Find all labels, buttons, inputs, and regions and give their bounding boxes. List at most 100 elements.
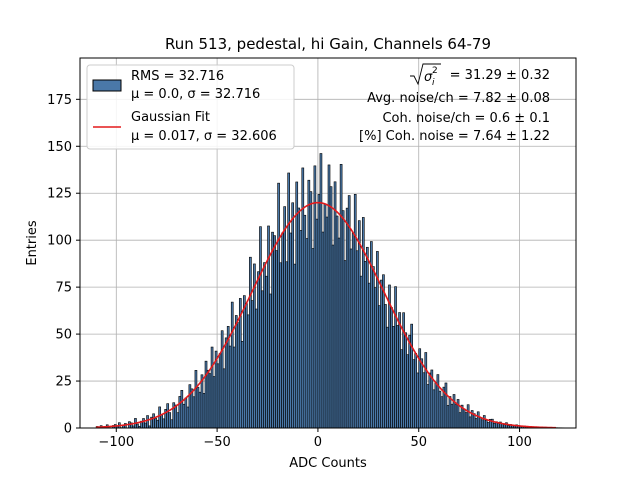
histogram-bar — [351, 232, 355, 429]
histogram-bar — [503, 424, 506, 429]
svg-text:i: i — [432, 78, 435, 88]
histogram-bar — [478, 416, 482, 429]
histogram-bar — [243, 295, 246, 429]
histogram-bar — [420, 358, 424, 429]
histogram-bar — [345, 207, 349, 429]
histogram-bar — [184, 397, 188, 429]
histogram-bar — [337, 237, 341, 429]
histogram-bar — [493, 422, 496, 429]
histogram-bar — [269, 293, 272, 429]
histogram-bar — [178, 396, 182, 429]
histogram-bar — [263, 262, 266, 429]
histogram-bar — [287, 172, 290, 429]
histogram-bar — [222, 368, 226, 429]
histogram-bar — [347, 195, 351, 429]
histogram-bar — [476, 411, 480, 429]
gaussian-fit-line — [96, 201, 556, 429]
histogram-bar — [295, 181, 299, 429]
y-tick-label: 0 — [64, 422, 72, 437]
histogram-bar — [378, 305, 381, 429]
histogram-bar — [412, 359, 415, 429]
y-axis-ticks: 0 25 50 75 100 125 150 175 — [47, 93, 80, 437]
histogram-bar — [366, 246, 369, 429]
x-tick-label: 50 — [410, 435, 427, 450]
annotation-coh-noise: Coh. noise/ch = 0.6 ± 0.1 — [382, 111, 550, 126]
annotation-coh-noise-percent: [%] Coh. noise = 7.64 ± 1.22 — [359, 129, 550, 144]
histogram-bar — [380, 279, 383, 429]
histogram-bar — [305, 238, 309, 429]
histogram-bar — [202, 393, 206, 429]
histogram-bar — [234, 315, 238, 429]
histogram-bar — [162, 418, 165, 429]
histogram-bar — [450, 403, 454, 429]
svg-text:σ: σ — [424, 70, 433, 85]
histogram-bar — [220, 330, 224, 429]
histogram-bar — [414, 353, 418, 429]
histogram-bar — [474, 418, 478, 429]
x-axis-ticks: −100 −50 0 50 100 — [98, 428, 532, 450]
histogram-bar — [359, 275, 363, 429]
legend: RMS = 32.716 μ = 0.0, σ = 32.716 Gaussia… — [86, 64, 295, 150]
histogram-bar — [448, 396, 452, 429]
y-axis-label: Entries — [25, 220, 40, 266]
histogram-bar — [480, 419, 484, 429]
histogram-bar — [144, 422, 147, 429]
histogram-bar — [428, 372, 432, 429]
y-tick-label: 125 — [47, 187, 72, 202]
histogram-bar — [341, 210, 345, 429]
histogram-bar — [408, 334, 411, 429]
histogram-bar — [265, 275, 268, 429]
histogram-bar — [432, 389, 436, 429]
y-tick-label: 175 — [47, 93, 72, 108]
histogram-bar — [438, 390, 442, 429]
histogram-bar — [289, 232, 293, 429]
histogram-bar — [349, 248, 353, 429]
histogram-bar — [186, 406, 190, 429]
histogram-bar — [339, 164, 343, 429]
histogram-bar — [396, 325, 399, 429]
histogram-bar — [158, 406, 161, 429]
histogram-bar — [180, 390, 184, 429]
annotation-avg-noise: Avg. noise/ch = 7.82 ± 0.08 — [367, 91, 550, 106]
histogram-bar — [434, 382, 438, 429]
histogram-bar — [285, 261, 288, 429]
histogram-bar — [241, 340, 244, 429]
histogram-bar — [156, 419, 159, 429]
histogram-bar — [277, 182, 280, 429]
histogram-bar — [355, 250, 359, 429]
histogram-bar — [319, 153, 323, 429]
histogram-bar — [301, 167, 305, 429]
legend-swatch-histogram — [92, 79, 122, 92]
histogram-bar — [370, 241, 373, 429]
histogram-bar — [357, 220, 361, 429]
histogram-bar — [458, 412, 462, 429]
histogram-bar — [464, 412, 468, 429]
histogram-bar — [406, 354, 409, 429]
histogram-bar — [331, 244, 335, 429]
histogram-bar — [386, 326, 389, 429]
histogram-bar — [466, 404, 470, 429]
legend-label-histogram-stats: μ = 0.0, σ = 32.716 — [131, 87, 260, 102]
legend-box — [86, 64, 295, 150]
histogram-bar — [279, 262, 282, 429]
histogram-bar — [329, 186, 333, 429]
x-axis-label: ADC Counts — [289, 456, 367, 471]
x-tick-label: −50 — [203, 435, 230, 450]
histogram-bar — [259, 226, 262, 429]
histogram-bar — [363, 261, 367, 429]
histogram-bar — [416, 372, 420, 429]
histogram-bar — [251, 300, 254, 429]
histogram-bar — [398, 312, 401, 429]
histogram-bar — [152, 413, 155, 429]
histogram-bar — [291, 202, 295, 429]
stats-annotations: σ i 2 = 31.29 ± 0.32 Avg. noise/ch = 7.8… — [359, 63, 550, 144]
histogram-bar — [353, 194, 357, 429]
x-tick-label: 100 — [507, 435, 532, 450]
histogram-bar — [160, 414, 163, 429]
y-tick-label: 150 — [47, 140, 72, 155]
x-tick-label: 0 — [314, 435, 322, 450]
histogram-bar — [404, 332, 407, 429]
histogram-bar — [327, 164, 331, 429]
histogram-bar — [297, 207, 301, 429]
histogram-bar — [462, 408, 466, 429]
